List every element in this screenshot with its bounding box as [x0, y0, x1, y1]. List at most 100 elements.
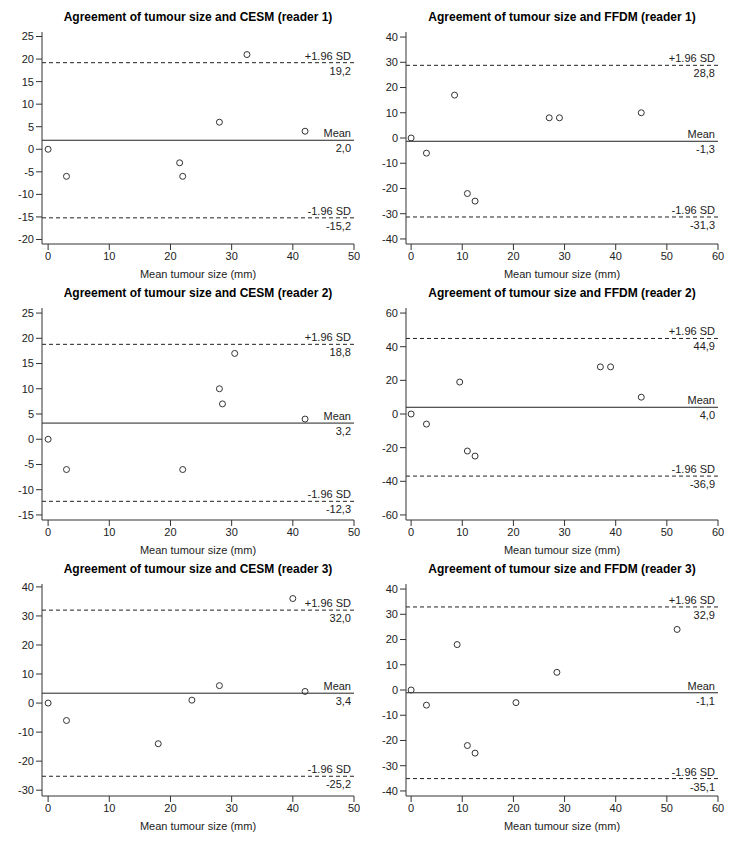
svg-text:-40: -40: [382, 785, 398, 797]
svg-text:-1.96 SD: -1.96 SD: [308, 205, 351, 217]
svg-text:0: 0: [45, 526, 51, 538]
svg-text:60: 60: [712, 802, 724, 814]
svg-text:30: 30: [558, 802, 570, 814]
svg-text:5: 5: [28, 121, 34, 133]
svg-text:20: 20: [507, 526, 519, 538]
svg-text:30: 30: [558, 526, 570, 538]
svg-text:-31,3: -31,3: [690, 219, 715, 231]
svg-text:-10: -10: [382, 157, 398, 169]
svg-text:-30: -30: [382, 760, 398, 772]
svg-text:10: 10: [456, 802, 468, 814]
svg-text:50: 50: [661, 802, 673, 814]
svg-text:+1.96 SD: +1.96 SD: [305, 597, 351, 609]
svg-text:Mean tumour size (mm): Mean tumour size (mm): [504, 544, 620, 556]
svg-text:5: 5: [28, 408, 34, 420]
svg-text:25: 25: [22, 307, 34, 319]
svg-text:40: 40: [610, 250, 622, 262]
svg-text:-1,1: -1,1: [696, 695, 715, 707]
svg-text:+1.96 SD: +1.96 SD: [305, 331, 351, 343]
svg-text:0: 0: [392, 684, 398, 696]
svg-text:19,2: 19,2: [330, 65, 351, 77]
svg-text:10: 10: [22, 98, 34, 110]
svg-text:40: 40: [287, 250, 299, 262]
svg-text:18,8: 18,8: [330, 346, 351, 358]
svg-text:-5: -5: [24, 458, 34, 470]
svg-text:-5: -5: [24, 166, 34, 178]
svg-text:40: 40: [287, 526, 299, 538]
svg-text:+1.96 SD: +1.96 SD: [305, 50, 351, 62]
svg-text:20: 20: [22, 639, 34, 651]
svg-text:0: 0: [408, 802, 414, 814]
svg-text:30: 30: [386, 608, 398, 620]
svg-text:0: 0: [28, 143, 34, 155]
svg-text:50: 50: [661, 250, 673, 262]
svg-text:-15: -15: [18, 509, 34, 521]
svg-text:30: 30: [226, 802, 238, 814]
svg-text:-60: -60: [382, 509, 398, 521]
svg-text:-1.96 SD: -1.96 SD: [672, 204, 715, 216]
svg-text:30: 30: [386, 56, 398, 68]
svg-text:3,4: 3,4: [336, 695, 351, 707]
svg-text:20: 20: [164, 526, 176, 538]
svg-text:15: 15: [22, 76, 34, 88]
svg-text:-10: -10: [18, 188, 34, 200]
svg-text:Mean tumour size (mm): Mean tumour size (mm): [140, 544, 256, 556]
svg-text:20: 20: [507, 250, 519, 262]
svg-text:-10: -10: [382, 709, 398, 721]
svg-text:0: 0: [408, 526, 414, 538]
svg-text:-30: -30: [18, 784, 34, 796]
svg-text:30: 30: [22, 610, 34, 622]
svg-text:-20: -20: [382, 734, 398, 746]
svg-text:Mean tumour size (mm): Mean tumour size (mm): [504, 820, 620, 832]
svg-text:30: 30: [226, 526, 238, 538]
svg-text:10: 10: [103, 526, 115, 538]
svg-text:50: 50: [348, 250, 360, 262]
svg-text:-1,3: -1,3: [696, 143, 715, 155]
svg-text:10: 10: [103, 802, 115, 814]
svg-text:30: 30: [226, 250, 238, 262]
svg-text:28,8: 28,8: [694, 67, 715, 79]
svg-text:10: 10: [386, 659, 398, 671]
svg-text:20: 20: [164, 802, 176, 814]
svg-text:3,2: 3,2: [336, 425, 351, 437]
svg-text:0: 0: [392, 408, 398, 420]
svg-text:-40: -40: [382, 233, 398, 245]
svg-text:0: 0: [408, 250, 414, 262]
svg-text:Mean: Mean: [687, 394, 715, 406]
svg-text:Mean tumour size (mm): Mean tumour size (mm): [140, 268, 256, 280]
svg-text:15: 15: [22, 357, 34, 369]
svg-text:20: 20: [507, 802, 519, 814]
svg-text:-35,1: -35,1: [690, 781, 715, 793]
svg-text:40: 40: [386, 31, 398, 43]
svg-text:25: 25: [22, 30, 34, 42]
svg-text:0: 0: [392, 132, 398, 144]
svg-text:10: 10: [456, 526, 468, 538]
svg-text:10: 10: [22, 668, 34, 680]
svg-text:-40: -40: [382, 475, 398, 487]
svg-text:2,0: 2,0: [336, 142, 351, 154]
svg-text:-10: -10: [18, 484, 34, 496]
svg-text:-20: -20: [382, 182, 398, 194]
svg-text:-1.96 SD: -1.96 SD: [308, 763, 351, 775]
svg-text:40: 40: [386, 341, 398, 353]
svg-text:10: 10: [386, 107, 398, 119]
svg-text:+1.96 SD: +1.96 SD: [669, 325, 715, 337]
svg-text:+1.96 SD: +1.96 SD: [669, 594, 715, 606]
svg-text:Mean: Mean: [323, 680, 351, 692]
svg-text:0: 0: [45, 250, 51, 262]
svg-text:40: 40: [386, 583, 398, 595]
svg-text:44,9: 44,9: [694, 340, 715, 352]
svg-text:40: 40: [610, 526, 622, 538]
svg-text:32,9: 32,9: [694, 609, 715, 621]
svg-text:-30: -30: [382, 208, 398, 220]
svg-text:-1.96 SD: -1.96 SD: [308, 488, 351, 500]
svg-text:40: 40: [287, 802, 299, 814]
svg-text:+1.96 SD: +1.96 SD: [669, 52, 715, 64]
svg-text:20: 20: [22, 332, 34, 344]
svg-text:20: 20: [386, 374, 398, 386]
svg-text:-15,2: -15,2: [326, 220, 351, 232]
svg-text:50: 50: [661, 526, 673, 538]
svg-text:40: 40: [22, 581, 34, 593]
svg-text:20: 20: [164, 250, 176, 262]
svg-text:20: 20: [386, 633, 398, 645]
